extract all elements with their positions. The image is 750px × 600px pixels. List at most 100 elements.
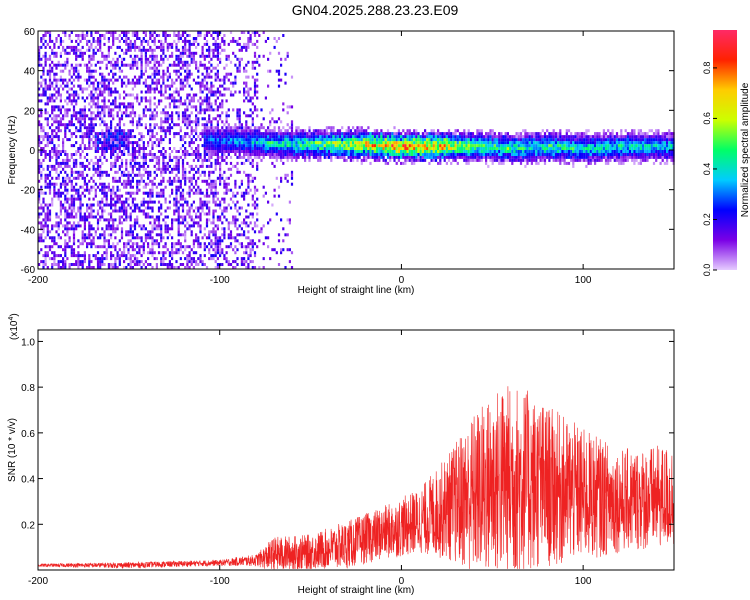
spectrogram-cell — [247, 215, 250, 219]
spectrogram-cell — [260, 123, 263, 127]
spectrogram-cell — [195, 129, 198, 133]
spectrogram-cell — [44, 51, 47, 55]
spectrogram-cell — [232, 93, 235, 97]
spectrogram-cell — [153, 87, 156, 91]
spectrogram-cell — [245, 114, 248, 118]
spectrogram-cell — [38, 93, 41, 97]
spectrogram-cell — [240, 227, 243, 231]
spectrogram-cell — [46, 117, 49, 121]
spectrogram-cell — [83, 224, 86, 228]
spectrogram-cell — [354, 141, 357, 145]
spectrogram-cell — [105, 248, 108, 252]
spectrogram-cell — [42, 66, 45, 70]
spectrogram-cell — [177, 54, 180, 58]
spectrogram-cell — [210, 188, 213, 192]
spectrogram-cell — [171, 120, 174, 124]
spectrogram-cell — [38, 135, 41, 139]
spectrogram-cell — [81, 34, 84, 37]
spectrogram-cell — [81, 233, 84, 237]
spectrogram-cell — [386, 150, 390, 153]
spectrogram-cell — [38, 200, 41, 204]
spectrogram-cell — [216, 257, 219, 261]
spectrogram-cell — [105, 194, 108, 198]
spectrogram-cell — [96, 138, 100, 142]
spectrogram-cell — [195, 114, 198, 118]
spectrogram-cell — [96, 108, 100, 112]
spectrogram-cell — [419, 150, 422, 153]
spectrogram-cell — [57, 188, 60, 192]
spectrogram-cell — [175, 48, 178, 52]
spectrogram-cell — [214, 72, 217, 76]
spectrogram-cell — [345, 141, 348, 145]
spectrogram-cell — [253, 230, 257, 234]
spectrogram-cell — [304, 144, 307, 148]
spectrogram-cell — [229, 263, 233, 266]
spectrogram-cell — [94, 114, 97, 118]
spectrogram-cell — [371, 141, 374, 145]
spectrogram-cell — [195, 170, 198, 174]
spectrogram-cell — [151, 117, 154, 121]
spectrogram-cell — [157, 78, 161, 82]
spectrogram-cell — [290, 147, 294, 150]
spectrogram-cell — [157, 102, 161, 106]
spectrogram-cell — [164, 251, 167, 255]
spectrogram-cell — [229, 188, 233, 192]
spectrogram-cell — [295, 132, 298, 136]
spectrogram-cell — [96, 263, 100, 266]
spectrogram-cell — [199, 155, 202, 159]
spectrogram-cell — [243, 45, 246, 49]
spectrogram-cell — [110, 188, 113, 192]
spectrogram-cell — [282, 126, 285, 130]
spectrogram-cell — [120, 164, 124, 168]
spectrogram-cell — [240, 138, 243, 142]
spectrogram-cell — [216, 215, 219, 219]
spectrogram-cell — [44, 257, 47, 261]
spectrogram-cell — [112, 63, 115, 67]
spectrogram-cell — [179, 129, 182, 133]
spectrogram-cell — [116, 57, 119, 61]
spectrogram-cell — [234, 39, 237, 43]
spectrogram-cell — [103, 123, 106, 127]
spectrogram-cell — [277, 132, 281, 136]
spectrogram-cell — [136, 81, 139, 85]
spectrogram-cell — [144, 161, 147, 165]
spectrogram-cell — [40, 150, 43, 153]
spectrogram-cell — [293, 150, 296, 153]
spectrogram-cell — [352, 135, 355, 139]
spectrogram-cell — [432, 150, 435, 153]
spectrogram-cell — [173, 218, 176, 222]
spectrogram-cell — [116, 138, 119, 142]
spectrogram-cell — [325, 155, 328, 159]
spectrogram-cell — [391, 147, 394, 150]
spectrogram-cell — [179, 135, 182, 139]
spectrogram-cell — [181, 138, 185, 142]
spectrogram-cell — [197, 185, 200, 189]
spectrogram-cell — [72, 123, 76, 127]
spectrogram-cell — [293, 144, 296, 148]
spectrogram-cell — [96, 161, 100, 165]
spectrogram-cell — [155, 158, 158, 162]
spectrogram-cell — [258, 266, 261, 269]
spectrogram-cell — [127, 42, 130, 46]
spectrogram-cell — [400, 141, 403, 145]
spectrogram-cell — [210, 150, 213, 153]
spectrogram-cell — [151, 185, 154, 189]
spectrogram-cell — [295, 141, 298, 145]
spectrogram-cell — [133, 147, 137, 150]
spectrogram-cell — [162, 153, 165, 156]
spectrogram-cell — [210, 245, 213, 249]
spectrogram-cell — [181, 87, 185, 91]
spectrogram-cell — [110, 224, 113, 228]
spectrogram-cell — [408, 155, 411, 159]
spectrogram-cell — [57, 138, 60, 142]
spectrogram-cell — [57, 135, 60, 139]
spectrogram-cell — [256, 138, 259, 142]
spectrogram-cell — [177, 209, 180, 213]
spectrogram-cell — [264, 150, 267, 153]
spectrogram-cell — [404, 158, 407, 162]
spectrogram-cell — [110, 138, 113, 142]
spectrogram-cell — [83, 182, 86, 186]
spectrogram-cell — [57, 153, 60, 156]
spectrogram-cell — [308, 155, 311, 159]
spectrogram-cell — [432, 158, 435, 162]
